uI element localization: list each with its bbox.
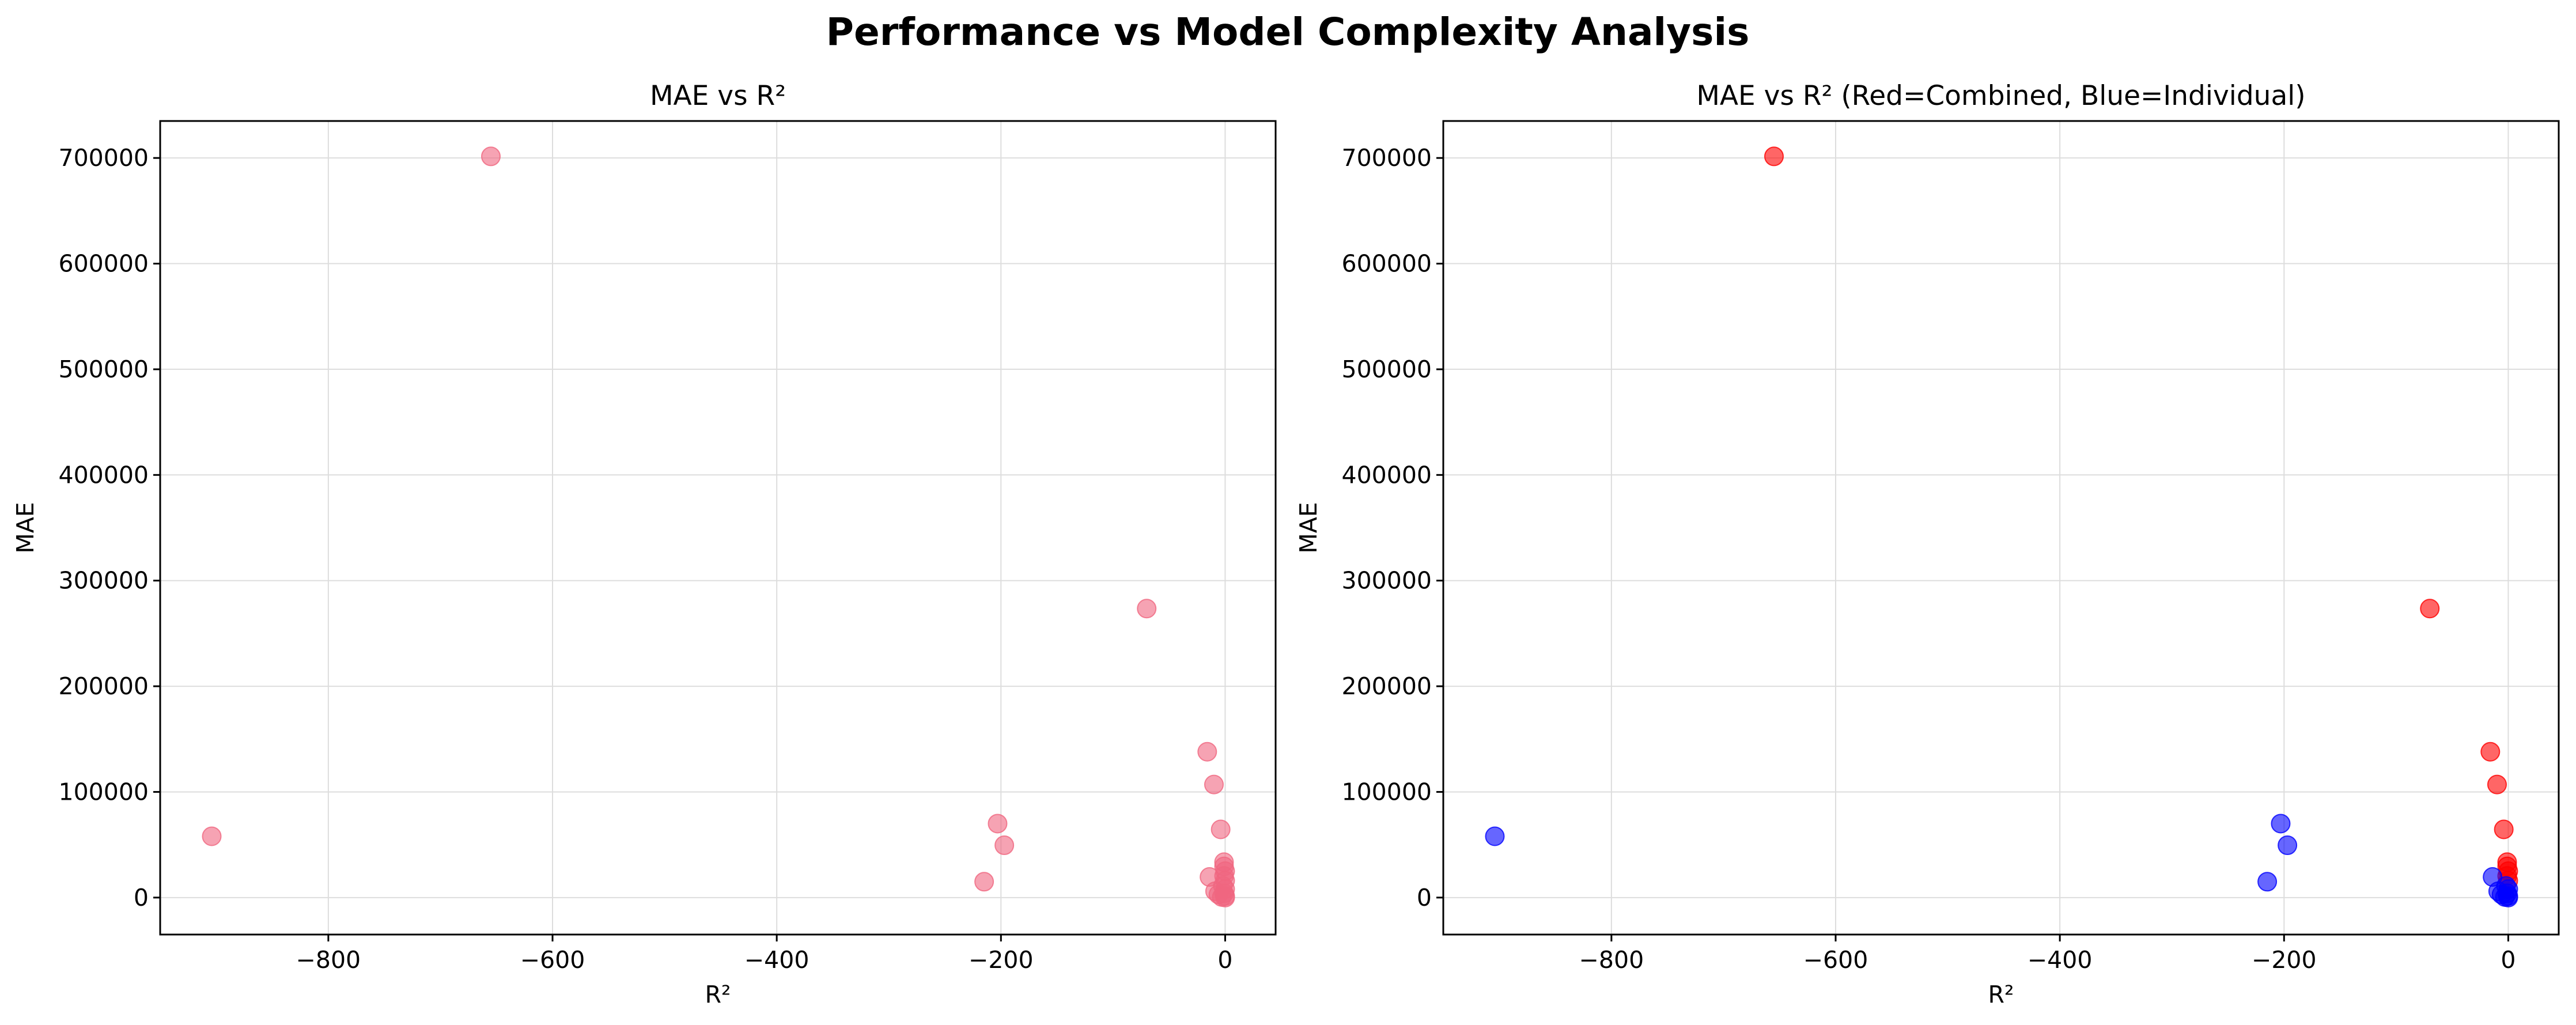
x-tick-label: 0 — [2501, 946, 2516, 974]
x-tick-label: −400 — [744, 946, 810, 974]
x-tick-label: −800 — [296, 946, 361, 974]
data-point — [988, 814, 1008, 834]
y-tick-label: 0 — [134, 884, 149, 911]
x-tick-label: −600 — [520, 946, 585, 974]
y-tick-label: 200000 — [58, 672, 149, 700]
y-tick-label: 500000 — [1341, 355, 1432, 383]
data-point — [1137, 599, 1157, 619]
data-point — [994, 835, 1015, 856]
y-tick-label: 500000 — [58, 355, 149, 383]
y-tick-label: 600000 — [1341, 250, 1432, 278]
data-point — [1485, 826, 1505, 846]
data-point — [1197, 742, 1217, 762]
left-plot: −800 −600 −400 −200 0 0 100000 200000 300000 400… — [12, 80, 1277, 1008]
x-axis-label: R² — [1988, 981, 2014, 1008]
data-point — [1764, 146, 1784, 167]
y-tick-label: 0 — [1417, 884, 1432, 911]
y-tick-label: 700000 — [1341, 144, 1432, 172]
plot-frame — [159, 120, 1277, 936]
data-point — [2271, 814, 2291, 834]
y-tick-label: 200000 — [1341, 672, 1432, 700]
data-point — [202, 826, 222, 846]
plot-title: MAE vs R² (Red=Combined, Blue=Individual… — [1696, 80, 2305, 112]
data-point — [2257, 872, 2278, 892]
y-tick-label: 400000 — [1341, 461, 1432, 489]
x-tick-label: 0 — [1217, 946, 1232, 974]
y-tick-label: 100000 — [1341, 778, 1432, 805]
right-plot: −800 −600 −400 −200 0 0 100000 200000 300000 400… — [1295, 80, 2560, 1008]
data-point — [1215, 887, 1235, 907]
y-tick-label: 600000 — [58, 250, 149, 278]
data-point — [1204, 774, 1224, 795]
y-tick-label: 100000 — [58, 778, 149, 805]
x-axis-label: R² — [705, 981, 731, 1008]
x-tick-label: −200 — [969, 946, 1034, 974]
data-point — [2480, 742, 2501, 762]
y-tick-label: 300000 — [58, 567, 149, 595]
data-point — [974, 872, 994, 892]
plot-frame — [1442, 120, 2560, 936]
data-point — [2278, 835, 2298, 856]
y-tick-label: 400000 — [58, 461, 149, 489]
data-point — [1211, 819, 1231, 839]
data-point — [481, 146, 501, 167]
figure-title: Performance vs Model Complexity Analysis — [826, 10, 1750, 54]
y-axis-label: MAE — [12, 502, 39, 553]
x-tick-label: −200 — [2252, 946, 2317, 974]
x-tick-label: −400 — [2027, 946, 2093, 974]
x-tick-label: −800 — [1579, 946, 1644, 974]
data-point — [2420, 599, 2440, 619]
y-tick-label: 300000 — [1341, 567, 1432, 595]
plot-title: MAE vs R² — [650, 80, 786, 112]
y-tick-label: 700000 — [58, 144, 149, 172]
data-point — [2494, 819, 2514, 839]
y-axis-label: MAE — [1295, 502, 1322, 553]
data-point — [2487, 774, 2507, 795]
data-point — [2498, 887, 2518, 907]
x-tick-label: −600 — [1803, 946, 1868, 974]
